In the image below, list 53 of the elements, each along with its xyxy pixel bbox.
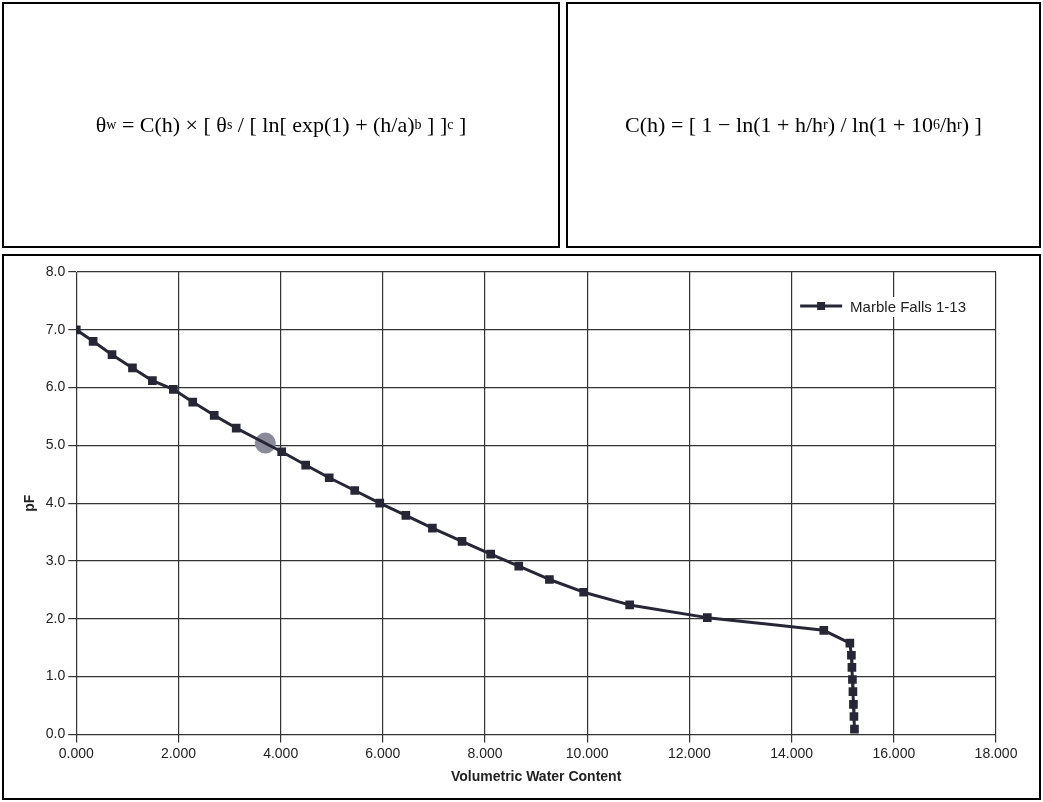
point <box>169 385 178 394</box>
point <box>849 700 858 709</box>
point <box>849 712 859 721</box>
y-tick-label: 5.0 <box>45 436 66 453</box>
legend-label: Marble Falls 1-13 <box>850 298 967 316</box>
point <box>209 411 219 420</box>
y-tick-label: 7.0 <box>45 320 66 337</box>
point <box>401 511 411 520</box>
x-tick-label: 6.000 <box>365 744 401 761</box>
point <box>457 537 467 546</box>
point <box>845 638 855 648</box>
x-tick-label: 18.000 <box>974 744 1018 761</box>
x-axis-title: Volumetric Water Content <box>450 768 622 785</box>
point <box>301 460 311 470</box>
y-tick-label: 1.0 <box>45 667 66 684</box>
point <box>579 587 588 597</box>
point <box>350 486 360 495</box>
x-tick-label: 14.000 <box>770 744 814 761</box>
y-tick-label: 6.0 <box>45 378 66 395</box>
point <box>847 650 856 660</box>
y-tick-label: 0.0 <box>45 725 66 742</box>
y-tick-label: 2.0 <box>45 609 66 626</box>
x-tick-label: 16.000 <box>872 744 916 761</box>
x-tick-label: 10.000 <box>565 744 609 761</box>
point <box>819 626 829 635</box>
x-tick-label: 12.000 <box>668 744 712 761</box>
y-axis-title: pF <box>21 494 38 512</box>
point <box>148 376 157 385</box>
y-tick-label: 4.0 <box>45 494 66 511</box>
point <box>848 675 857 684</box>
point <box>231 423 241 433</box>
point <box>188 397 198 407</box>
point <box>702 613 712 622</box>
point <box>88 337 98 346</box>
point <box>545 575 554 584</box>
x-tick-label: 2.000 <box>160 744 197 761</box>
point <box>848 687 858 696</box>
x-tick-label: 0.000 <box>58 744 94 761</box>
point <box>486 549 495 559</box>
point <box>324 473 334 483</box>
point <box>375 498 385 508</box>
point <box>847 663 857 672</box>
point <box>514 561 524 571</box>
point <box>625 600 634 610</box>
x-tick-label: 8.000 <box>467 744 503 761</box>
point <box>277 447 286 457</box>
x-tick-label: 4.000 <box>263 744 299 761</box>
point <box>850 724 859 734</box>
point <box>128 363 137 373</box>
y-tick-label: 3.0 <box>45 551 66 568</box>
y-tick-label: 8.0 <box>45 262 66 279</box>
point <box>428 523 437 533</box>
point <box>107 350 117 359</box>
